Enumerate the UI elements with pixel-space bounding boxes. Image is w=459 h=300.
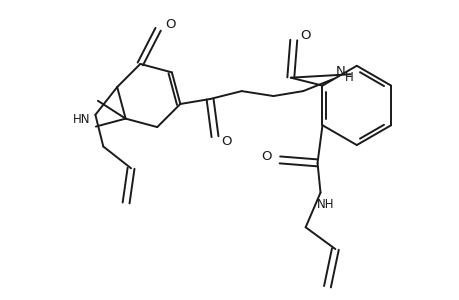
Text: HN: HN (73, 113, 90, 126)
Text: O: O (164, 18, 175, 31)
Text: H: H (344, 71, 353, 84)
Text: NH: NH (316, 198, 334, 211)
Text: N: N (335, 65, 345, 78)
Text: O: O (221, 135, 232, 148)
Text: O: O (260, 150, 271, 164)
Text: O: O (300, 28, 310, 42)
